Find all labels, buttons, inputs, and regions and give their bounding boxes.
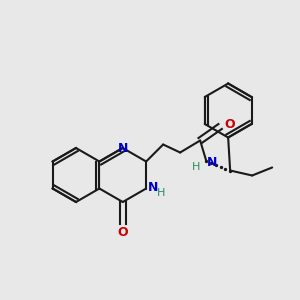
Text: N: N <box>207 156 217 169</box>
Text: H: H <box>192 161 200 172</box>
Text: N: N <box>148 181 158 194</box>
Text: O: O <box>118 226 128 239</box>
Text: O: O <box>224 118 235 131</box>
Text: H: H <box>157 188 166 199</box>
Text: N: N <box>118 142 128 154</box>
